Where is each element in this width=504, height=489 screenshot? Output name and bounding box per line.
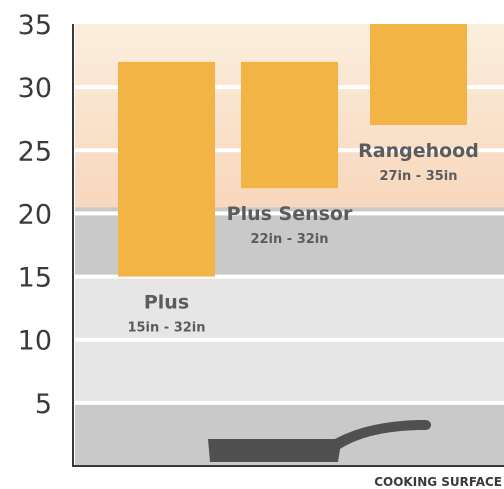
y-axis: 5 10 15 20 25 30 35 bbox=[18, 10, 74, 466]
bar-name-label: Plus Sensor bbox=[227, 203, 353, 225]
frying-pan-icon bbox=[208, 420, 431, 462]
bar bbox=[370, 24, 467, 126]
x-axis-title: COOKING SURFACE bbox=[374, 475, 502, 489]
bar-name-label: Plus bbox=[144, 292, 189, 314]
y-tick-label: 10 bbox=[18, 326, 52, 357]
bar-name-label: Rangehood bbox=[358, 140, 479, 162]
bar-range-label: 27in - 35in bbox=[379, 169, 457, 184]
y-tick-label: 30 bbox=[18, 73, 52, 104]
bars bbox=[118, 24, 467, 277]
y-tick-label: 35 bbox=[18, 10, 52, 41]
y-tick-label: 20 bbox=[18, 199, 52, 230]
bar-range-label: 15in - 32in bbox=[127, 321, 205, 336]
y-tick-labels: 5 10 15 20 25 30 35 bbox=[18, 10, 52, 420]
bar bbox=[118, 61, 215, 277]
bar bbox=[241, 61, 338, 189]
bar-labels: Plus 15in - 32in Plus Sensor 22in - 32in Ran… bbox=[127, 140, 478, 336]
y-tick-label: 15 bbox=[18, 263, 52, 294]
y-tick-label: 25 bbox=[18, 136, 52, 167]
bar-range-label: 22in - 32in bbox=[250, 232, 328, 247]
y-tick-label: 5 bbox=[35, 389, 52, 420]
